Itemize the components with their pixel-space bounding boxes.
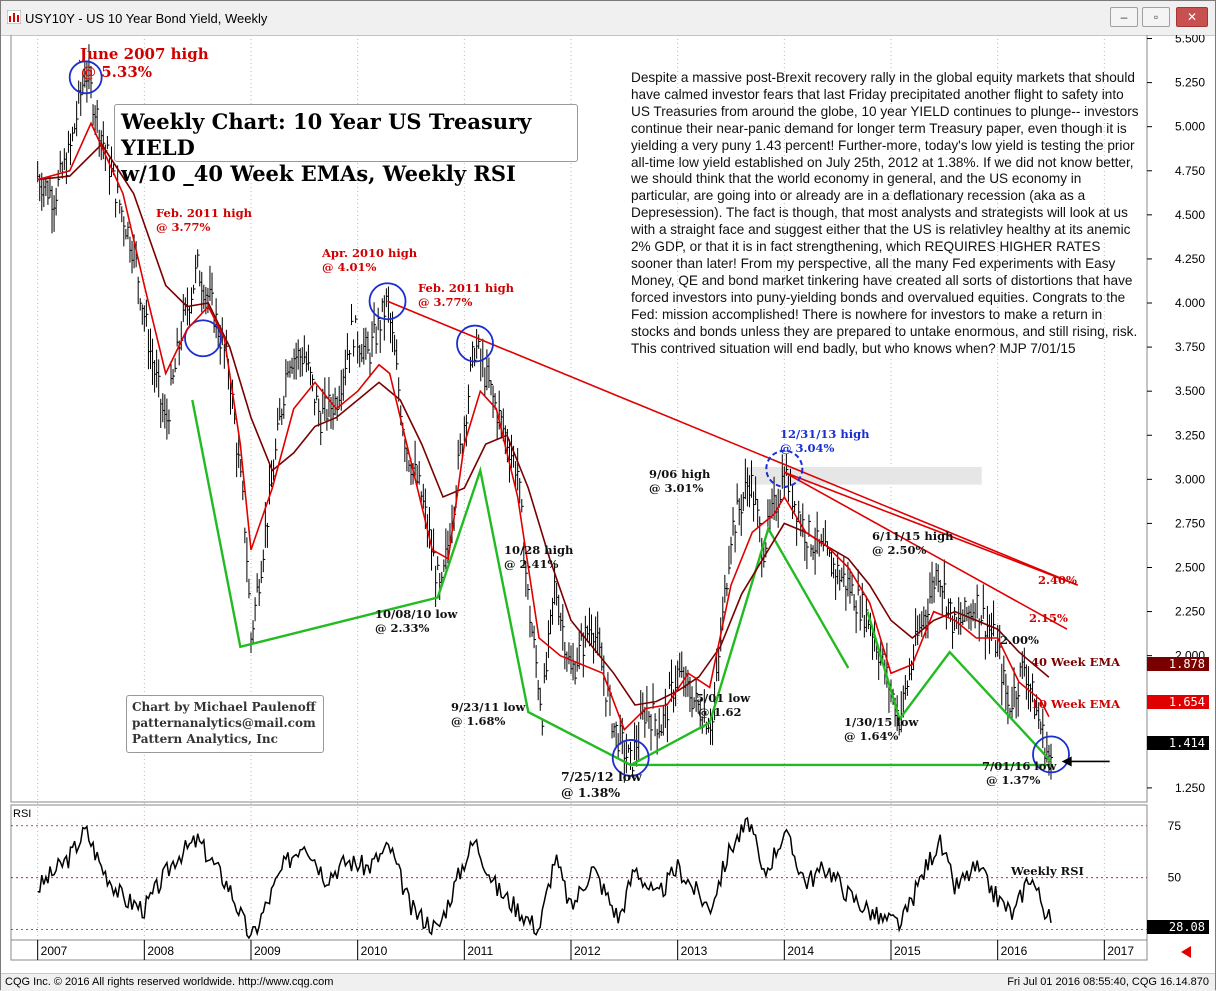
- price-bars: [37, 44, 1053, 783]
- pattern-line-right: [866, 611, 1052, 763]
- x-tick-label: 2017: [1107, 944, 1134, 958]
- highlight-circle: [184, 319, 222, 358]
- credit-author: Chart by Michael Paulenoff: [132, 700, 316, 714]
- annotation-jun11: 6/11/15 high @ 2.50%: [872, 529, 954, 557]
- chart-frame: [10, 35, 1148, 961]
- pattern-overlays: [68, 60, 1110, 777]
- ema40-value-tag: 1.878: [1147, 657, 1209, 671]
- y-tick-label: 5.250: [1175, 76, 1205, 90]
- price-panel: [10, 35, 1148, 803]
- highlight-circle: [68, 60, 103, 95]
- rsi-series-label: Weekly RSI: [1011, 864, 1084, 878]
- level-label-240: 2.40%: [1038, 573, 1077, 587]
- x-tick-label: 2015: [894, 944, 921, 958]
- window-title: USY10Y - US 10 Year Bond Yield, Weekly: [25, 11, 268, 26]
- x-tick-label: 2013: [681, 944, 708, 958]
- pointer-arrow-head: [1061, 756, 1072, 767]
- chart-title: Weekly Chart: 10 Year US Treasury YIELD …: [121, 109, 577, 187]
- rsi-tick-label: 75: [1168, 819, 1182, 833]
- y-tick-label: 3.000: [1175, 472, 1205, 486]
- chart-app-icon: [7, 10, 21, 24]
- x-tick-label: 2016: [1001, 944, 1028, 958]
- level-label-215: 2.15%: [1029, 611, 1068, 625]
- pattern-line-left: [191, 399, 850, 767]
- rsi-panel-tag: RSI: [13, 808, 31, 820]
- ema10-line: [37, 121, 1050, 732]
- highlight-circle: [611, 739, 650, 777]
- close-button[interactable]: ✕: [1176, 7, 1208, 27]
- chart-title-line-1: Weekly Chart: 10 Year US Treasury YIELD: [121, 109, 532, 160]
- title-bar[interactable]: USY10Y - US 10 Year Bond Yield, Weekly ‒…: [1, 1, 1215, 36]
- y-tick-label: 5.000: [1175, 120, 1205, 134]
- annotation-sep06: 9/06 high @ 3.01%: [649, 467, 711, 495]
- annotation-jan30: 1/30/15 low @ 1.64%: [844, 715, 919, 743]
- axis-labels: 5.500 5.250 5.000 4.750 4.500 4.250 4.000 3.750…: [11, 35, 1205, 960]
- annotation-sep23: 9/23/11 low @ 1.68%: [451, 700, 526, 728]
- annotation-oct28: 10/28 high @ 2.41%: [504, 543, 574, 571]
- annotation-jul01: 7/01/16 low @ 1.37%: [982, 759, 1057, 787]
- y-tick-label: 4.500: [1175, 208, 1205, 222]
- highlight-circle: [368, 282, 407, 321]
- y-tick-label: 2.500: [1175, 560, 1205, 574]
- trendline-upper: [784, 471, 1078, 586]
- annotation-dec2013: 12/31/13 high @ 3.04%: [780, 427, 870, 455]
- highlight-circle-dashed: [765, 449, 804, 488]
- rsi-tick-label: 50: [1168, 871, 1182, 885]
- y-tick-label: 3.250: [1175, 428, 1205, 442]
- highlight-circle: [1032, 735, 1070, 774]
- annotation-feb2011: Feb. 2011 high @ 3.77%: [418, 281, 515, 309]
- y-tick-label: 4.750: [1175, 164, 1205, 178]
- ema40-line: [37, 143, 1050, 706]
- x-tick-label: 2009: [254, 944, 281, 958]
- annotation-jul25: 7/25/12 low @ 1.38%: [561, 769, 642, 800]
- timestamp-text: Fri Jul 01 2016 08:55:40, CQG 16.14.870: [1007, 976, 1209, 988]
- ema10-value-tag: 1.654: [1147, 695, 1209, 709]
- y-tick-label: 2.750: [1175, 516, 1205, 530]
- x-tick-label: 2012: [574, 944, 601, 958]
- y-tick-label: 1.250: [1175, 781, 1205, 795]
- chart-canvas[interactable]: 5.500 5.250 5.000 4.750 4.500 4.250 4.000 3.750…: [1, 35, 1215, 973]
- x-tick-label: 2011: [467, 944, 493, 958]
- ema40-label: 40 Week EMA: [1031, 655, 1121, 669]
- rsi-panel-frame: [10, 804, 1148, 941]
- highlight-circle: [456, 324, 494, 363]
- y-tick-label: 3.500: [1175, 384, 1205, 398]
- x-tick-label: 2014: [787, 944, 814, 958]
- minimize-button[interactable]: ‒: [1110, 7, 1138, 27]
- level-label-200: 2.00%: [1000, 633, 1039, 647]
- credit-email: patternanalytics@mail.com: [132, 716, 316, 730]
- scroll-left-arrow-icon: [1181, 946, 1191, 958]
- x-tick-label: 2010: [361, 944, 388, 958]
- rsi-line: [37, 816, 1052, 940]
- commentary-text: Despite a massive post-Brexit recovery r…: [631, 70, 1139, 356]
- annotation-feb2011-left: Feb. 2011 high @ 3.77%: [156, 206, 253, 234]
- y-tick-label: 2.250: [1175, 605, 1205, 619]
- y-tick-label: 5.500: [1175, 35, 1205, 46]
- annotation-jun2007: June 2007 high @ 5.33%: [80, 45, 209, 81]
- chart-title-line-2: w/10 _40 Week EMAs, Weekly RSI: [121, 161, 516, 186]
- last-price-tag: 1.414: [1147, 736, 1209, 750]
- status-bar: CQG Inc. © 2016 All rights reserved worl…: [1, 973, 1215, 991]
- annotation-may01: 5/01 low @ 1.62: [696, 691, 751, 719]
- trendline-main: [387, 300, 1078, 586]
- ema10-label: 10 Week EMA: [1031, 697, 1121, 711]
- rsi-panel: [37, 816, 1191, 958]
- maximize-button[interactable]: ▫: [1142, 7, 1170, 27]
- credit-box: Chart by Michael Paulenoff patternanalyt…: [126, 695, 324, 753]
- x-axis-band: [10, 939, 1148, 961]
- trendline-lower: [783, 471, 1068, 630]
- annotation-apr2010: Apr. 2010 high @ 4.01%: [322, 246, 418, 274]
- y-tick-label: 4.000: [1175, 296, 1205, 310]
- y-tick-label: 3.750: [1175, 340, 1205, 354]
- x-tick-label: 2008: [147, 944, 174, 958]
- x-tick-label: 2007: [41, 944, 68, 958]
- credit-company: Pattern Analytics, Inc: [132, 732, 278, 746]
- rsi-value-tag: 28.08: [1147, 920, 1209, 934]
- copyright-text: CQG Inc. © 2016 All rights reserved worl…: [5, 976, 334, 988]
- annotation-oct08: 10/08/10 low @ 2.33%: [375, 607, 458, 635]
- chart-title-box: Weekly Chart: 10 Year US Treasury YIELD …: [114, 104, 578, 186]
- y-tick-label: 4.250: [1175, 252, 1205, 266]
- ema-lines: [37, 121, 1050, 732]
